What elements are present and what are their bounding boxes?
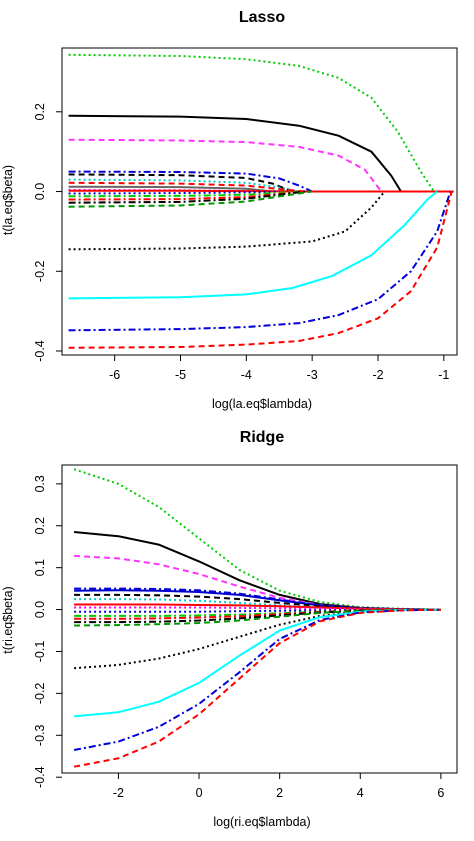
lasso-y-axis-label: t(la.eq$beta) xyxy=(1,165,15,235)
ridge-series-line-17 xyxy=(73,608,441,751)
ridge-y-tick-label: -0.4 xyxy=(33,766,47,788)
ridge-y-tick-label: -0.1 xyxy=(33,641,47,663)
lasso-series-line-4 xyxy=(68,170,313,193)
lasso-x-tick-label: -5 xyxy=(175,368,186,382)
lasso-plot-frame xyxy=(61,47,458,356)
lasso-y-tick-label: -0.2 xyxy=(33,260,47,282)
lasso-x-tick-label: -3 xyxy=(307,368,318,382)
lasso-x-tick-label: -6 xyxy=(109,368,120,382)
lasso-series-line-8 xyxy=(68,185,273,193)
ridge-y-tick-label: 0.1 xyxy=(33,559,47,576)
lasso-x-axis-label: log(la.eq$lambda) xyxy=(212,397,312,411)
ridge-panel: Ridge -2 0 2 4 6 -0.4 -0.3 -0.2 -0.1 0.0 0.1 0.2 0.… xyxy=(1,429,458,829)
lasso-y-tick-label: 0.2 xyxy=(33,103,47,120)
ridge-series-group xyxy=(73,468,441,768)
ridge-x-tick-label: 0 xyxy=(196,786,203,800)
lasso-series-line-11 xyxy=(68,190,280,195)
lasso-panel: Lasso -6 -5 -4 -3 -2 -1 -0.4 -0.2 0.0 0.2 log(la… xyxy=(1,9,458,411)
lasso-series-line-5 xyxy=(68,173,293,193)
ridge-series-line-6 xyxy=(74,593,441,611)
ridge-y-tick-label: 0.0 xyxy=(33,601,47,618)
lasso-x-tick-label: -4 xyxy=(241,368,252,382)
ridge-series-line-4 xyxy=(74,587,441,611)
lasso-series-line-7 xyxy=(68,181,306,193)
lasso-y-tick-label: -0.4 xyxy=(33,340,47,362)
ridge-plot-frame xyxy=(61,464,458,774)
lasso-series-line-16 xyxy=(68,190,386,251)
ridge-y-axis: -0.4 -0.3 -0.2 -0.1 0.0 0.1 0.2 0.3 xyxy=(33,475,62,788)
ridge-y-tick-label: 0.3 xyxy=(33,475,47,492)
ridge-x-axis-label: log(ri.eq$lambda) xyxy=(213,815,310,829)
lasso-series-line-3 xyxy=(68,138,383,193)
ridge-y-axis-label: t(ri.eq$beta) xyxy=(1,586,15,653)
lasso-series-line-10 xyxy=(68,189,454,193)
ridge-x-tick-label: -2 xyxy=(113,786,124,800)
lasso-series-line-2 xyxy=(68,114,402,193)
lasso-series-line-15 xyxy=(68,190,313,208)
ridge-y-tick-label: 0.2 xyxy=(33,517,47,534)
ridge-y-tick-label: -0.2 xyxy=(33,683,47,705)
lasso-x-tick-label: -2 xyxy=(372,368,383,382)
ridge-x-tick-label: 6 xyxy=(437,786,444,800)
lasso-y-axis: -0.4 -0.2 0.0 0.2 xyxy=(33,103,62,362)
lasso-series-line-19 xyxy=(68,191,453,349)
ridge-x-tick-label: 2 xyxy=(276,786,283,800)
ridge-series-line-14 xyxy=(74,608,441,627)
lasso-x-axis: -6 -5 -4 -3 -2 -1 xyxy=(109,355,449,382)
lasso-series-line-18 xyxy=(68,191,452,332)
ridge-x-tick-label: 4 xyxy=(357,786,364,800)
lasso-title: Lasso xyxy=(239,9,285,26)
lasso-y-tick-label: 0.0 xyxy=(33,183,47,200)
lasso-series-line-1 xyxy=(68,53,435,193)
lasso-series-group xyxy=(68,53,454,349)
lasso-x-tick-label: -1 xyxy=(438,368,449,382)
lasso-series-line-17 xyxy=(68,190,438,300)
ridge-y-tick-label: -0.3 xyxy=(33,724,47,746)
ridge-x-axis: -2 0 2 4 6 xyxy=(113,773,444,800)
ridge-title: Ridge xyxy=(240,429,285,446)
ridge-series-line-18 xyxy=(73,608,441,768)
